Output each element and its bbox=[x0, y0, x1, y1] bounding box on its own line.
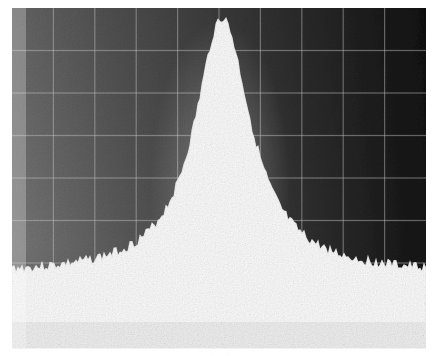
left-edge-bright bbox=[12, 8, 26, 348]
baseline-band bbox=[12, 322, 426, 348]
pulse-trace bbox=[11, 16, 427, 349]
